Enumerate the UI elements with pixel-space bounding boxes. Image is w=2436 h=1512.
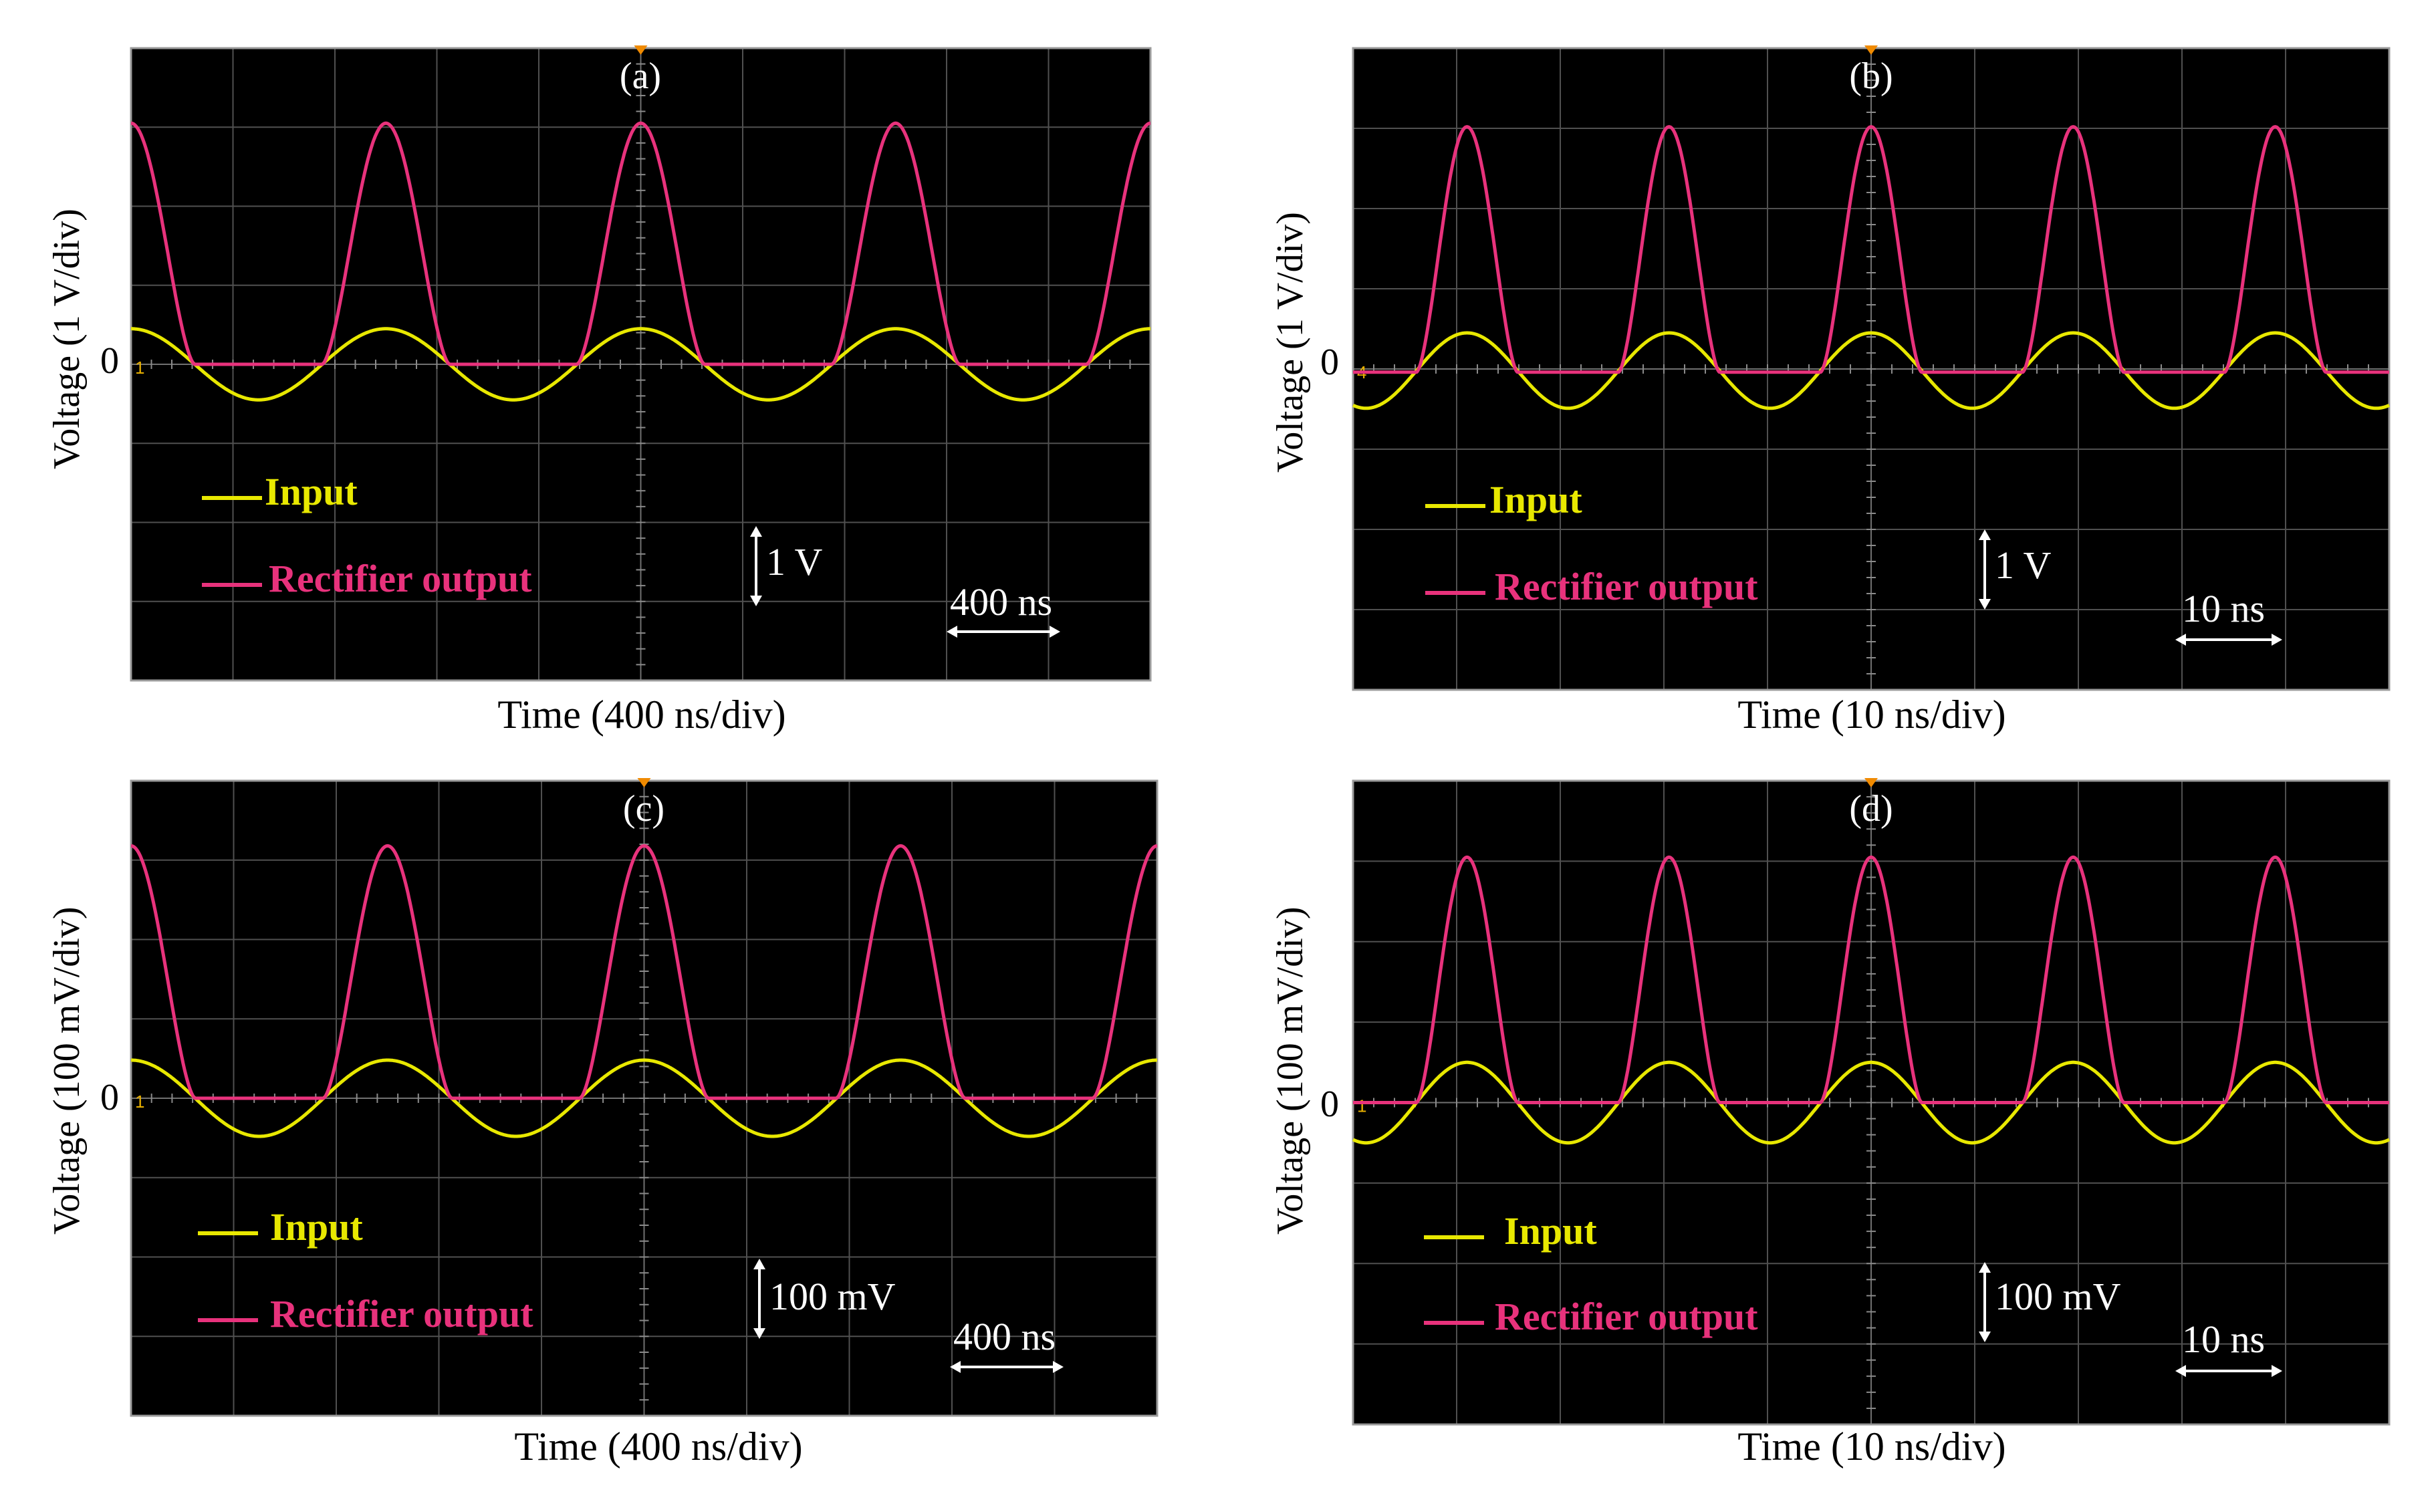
series-input-trace [1352,331,2391,410]
legend-input-line [202,496,262,500]
legend-output-label: Rectifier output [1495,1295,1758,1338]
y-axis-label: Voltage (1 V/div) [1269,212,1311,473]
time-scale-label: 400 ns [953,1315,1056,1358]
series-rectifier-output-trace [130,844,1159,1100]
legend-input-line [1424,1235,1484,1239]
voltage-scale-arrow [750,526,762,606]
legend-output-line [202,583,262,587]
panel-label: (c) [622,788,665,830]
legend-output-line [1425,591,1485,595]
voltage-scale-arrow [1979,1262,1991,1342]
trigger-marker [1864,778,1878,787]
legend-output-label: Rectifier output [270,1292,533,1336]
series-rectifier-output-trace [130,121,1152,366]
panel-label: (b) [1849,55,1893,97]
panel-label: (a) [619,55,662,97]
x-axis-label: Time (400 ns/div) [497,692,786,737]
oscilloscope-screen: 1 (c) Input Rectifier output 100 mV 400 … [130,778,1159,1417]
legend-input-label: Input [265,470,358,513]
zero-label: 0 [1320,1084,1339,1125]
legend-input-label: Input [1504,1209,1597,1253]
trigger-marker [634,45,648,55]
series-input-trace [130,327,1152,402]
trigger-marker [1864,45,1878,55]
legend-input-line [1425,504,1485,508]
zero-label: 0 [1320,342,1339,383]
y-axis-label: Voltage (100 mV/div) [1269,906,1311,1235]
oscilloscope-screen: 1 (d) Input Rectifier output 100 mV 10 n… [1352,778,2391,1426]
x-axis-label: Time (10 ns/div) [1737,692,2006,737]
time-scale-arrow [2175,634,2282,646]
series-rectifier-output-trace [1352,855,2391,1104]
legend-output-line [198,1318,258,1322]
channel-marker: 1 [1357,1096,1366,1116]
legend-output-label: Rectifier output [269,557,532,600]
trigger-marker [637,778,651,787]
oscilloscope-plot: 4 [1352,45,2391,691]
panel-label: (d) [1849,788,1893,830]
time-scale-arrow [947,626,1060,638]
channel-marker: 1 [135,358,144,378]
time-scale-arrow [2175,1365,2282,1377]
oscilloscope-plot: 1 [1352,778,2391,1426]
voltage-scale-label: 100 mV [1995,1275,2121,1318]
legend-input-label: Input [270,1205,363,1249]
time-scale-label: 10 ns [2182,587,2266,630]
oscilloscope-screen: 4 (b) Input Rectifier output 1 V 10 ns [1352,45,2391,691]
oscilloscope-screen: 1 (a) Input Rectifier output 1 V 400 ns [130,45,1152,682]
x-axis-label: Time (400 ns/div) [514,1424,803,1469]
time-scale-label: 400 ns [950,580,1053,624]
legend-input-label: Input [1489,478,1582,521]
zero-label: 0 [100,340,119,382]
channel-marker: 1 [135,1092,144,1112]
series-input-trace [130,1058,1159,1138]
legend-output-line [1424,1321,1484,1325]
series-input-trace [1352,1060,2391,1145]
x-axis-label: Time (10 ns/div) [1737,1424,2006,1469]
voltage-scale-label: 100 mV [769,1275,896,1318]
voltage-scale-arrow [753,1259,765,1339]
legend-input-line [198,1231,258,1235]
voltage-scale-arrow [1979,529,1991,610]
time-scale-label: 10 ns [2182,1317,2266,1361]
legend-output-label: Rectifier output [1495,565,1758,608]
y-axis-label: Voltage (1 V/div) [46,209,88,469]
time-scale-arrow [950,1361,1064,1373]
voltage-scale-label: 1 V [766,540,823,584]
y-axis-label: Voltage (100 mV/div) [46,906,88,1235]
oscilloscope-plot: 1 [130,778,1159,1417]
series-rectifier-output-trace [1352,125,2391,374]
zero-label: 0 [100,1077,119,1118]
voltage-scale-label: 1 V [1995,543,2052,587]
oscilloscope-plot: 1 [130,45,1152,682]
